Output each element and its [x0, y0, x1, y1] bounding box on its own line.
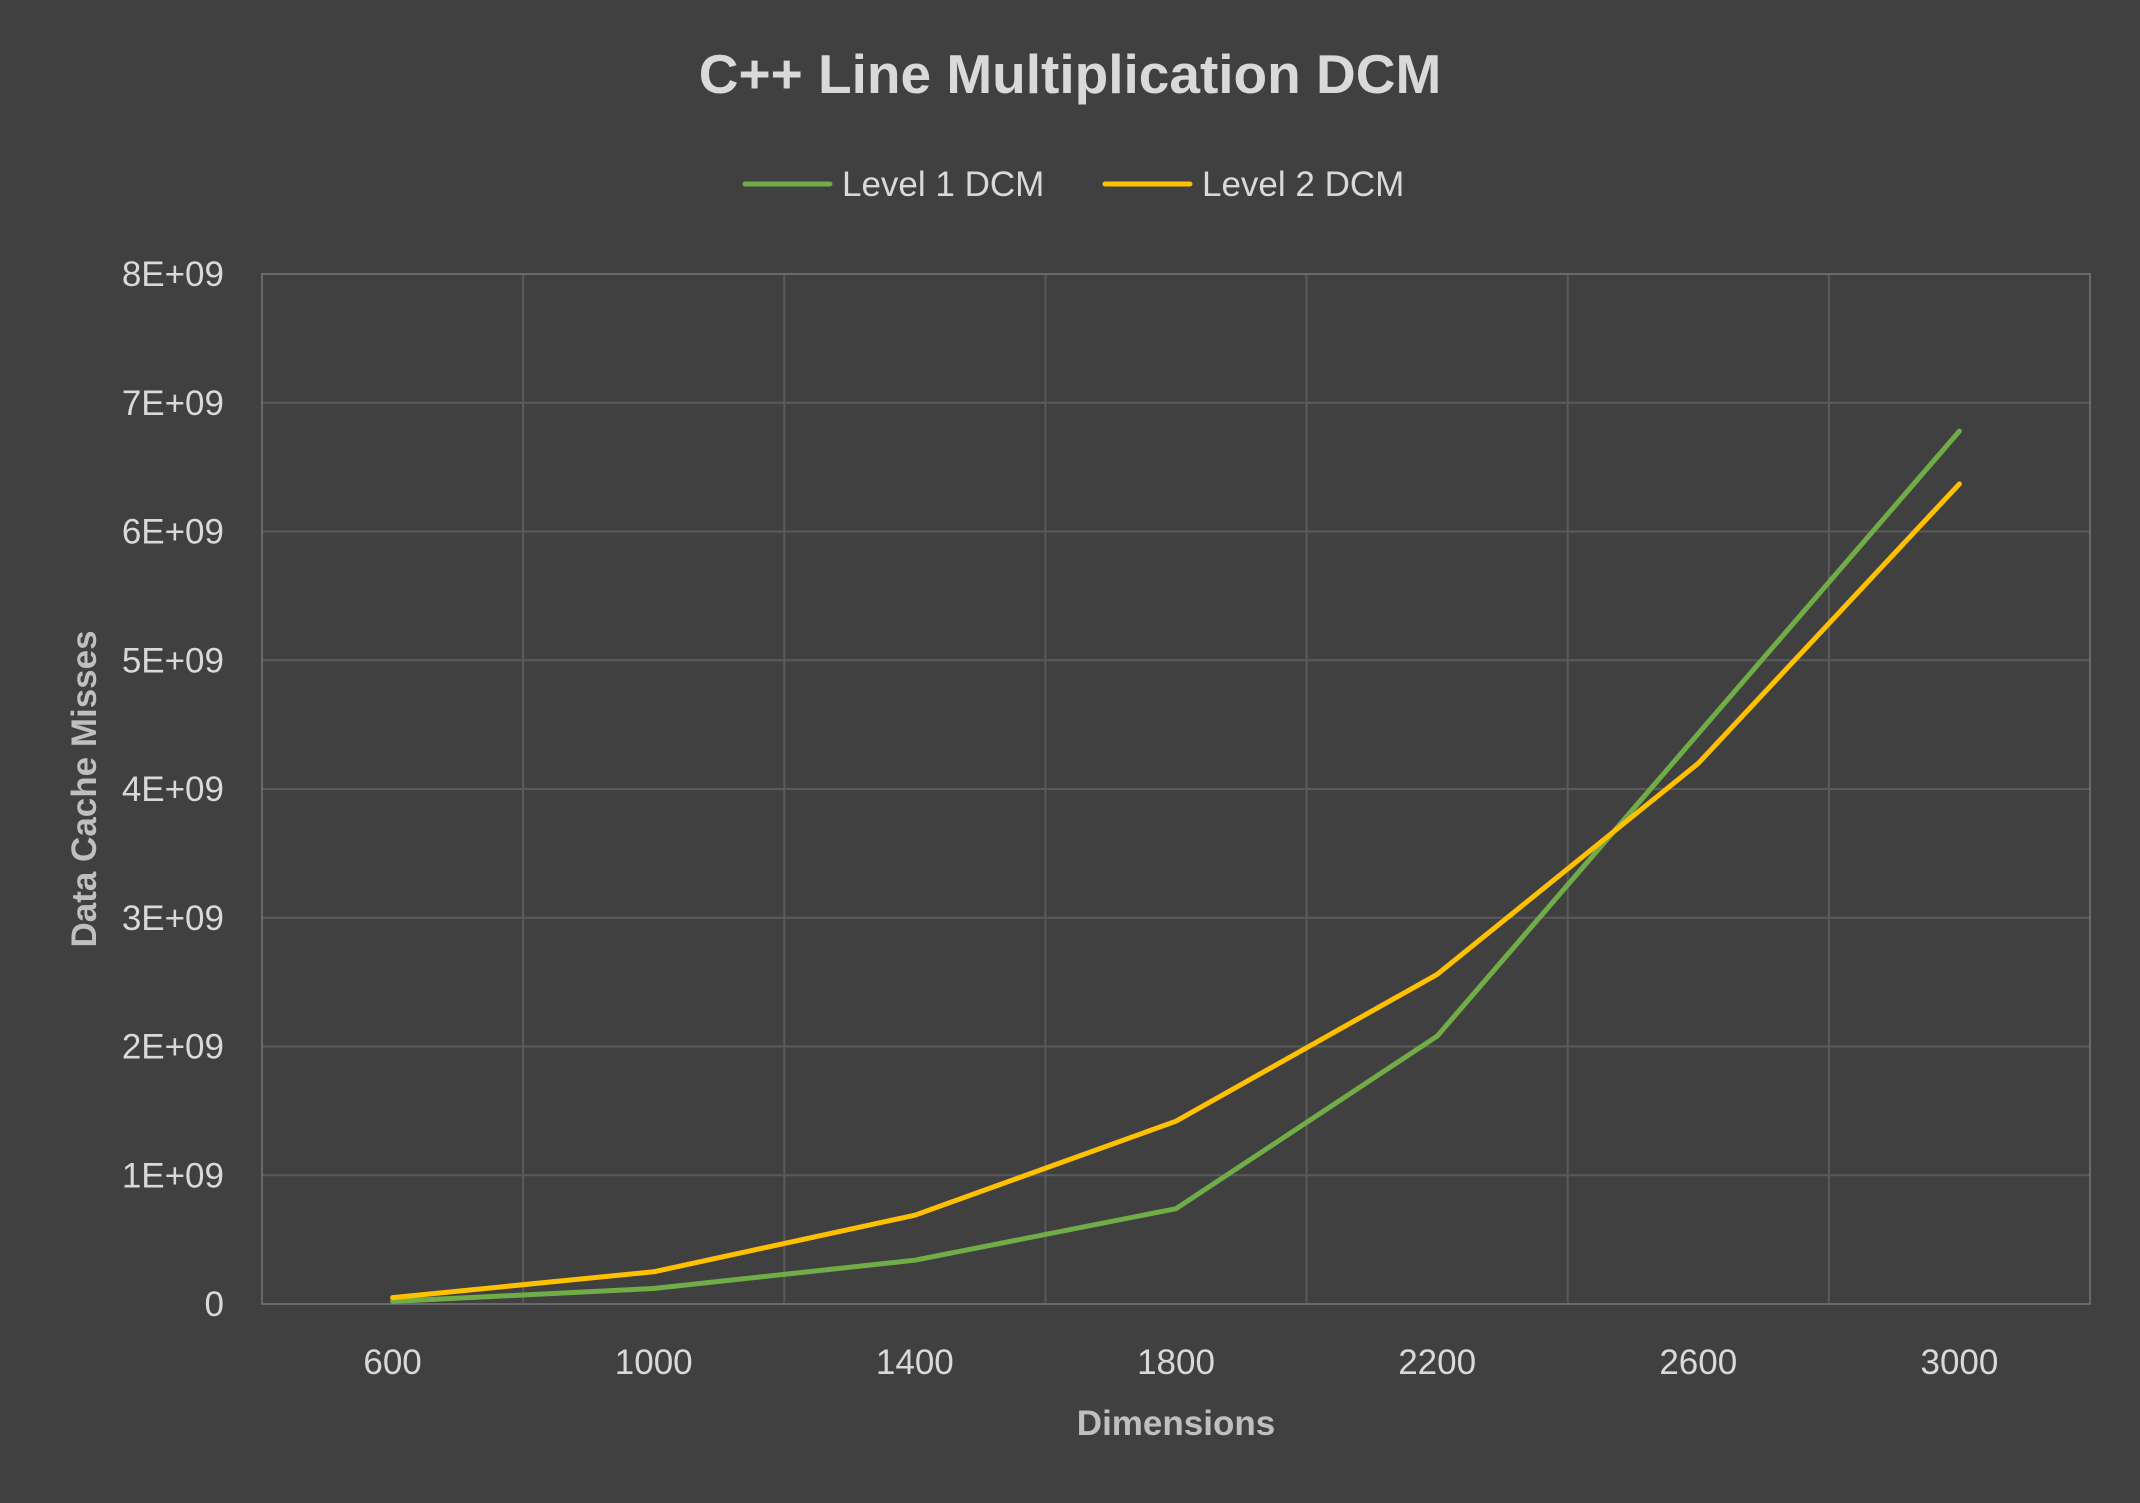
y-axis-tick-labels: 0 1E+09 2E+09 3E+09 4E+09 5E+09 6E+09 7E+09 8E+0… [122, 255, 224, 1324]
x-tick-label: 1400 [876, 1343, 954, 1382]
x-tick-label: 3000 [1920, 1343, 1998, 1382]
legend-label: Level 2 DCM [1202, 165, 1404, 204]
y-tick-label: 5E+09 [122, 641, 224, 680]
y-tick-label: 1E+09 [122, 1156, 224, 1195]
chart-title: C++ Line Multiplication DCM [699, 43, 1442, 105]
y-tick-label: 3E+09 [122, 899, 224, 938]
y-tick-label: 2E+09 [122, 1028, 224, 1067]
plot-area-border [261, 273, 2091, 1305]
x-axis-tick-labels: 600 1000 1400 1800 2200 2600 3000 [363, 1343, 1998, 1382]
y-tick-label: 0 [205, 1285, 224, 1324]
legend-label: Level 1 DCM [842, 165, 1044, 204]
x-tick-label: 1000 [615, 1343, 693, 1382]
gridlines [262, 273, 2090, 1305]
legend-item: Level 2 DCM [1102, 165, 1404, 204]
y-tick-label: 4E+09 [122, 770, 224, 809]
x-tick-label: 2200 [1398, 1343, 1476, 1382]
legend: Level 1 DCM Level 2 DCM [742, 165, 1404, 204]
x-axis-label: Dimensions [1077, 1404, 1275, 1443]
x-tick-label: 2600 [1659, 1343, 1737, 1382]
y-axis-label: Data Cache Misses [65, 630, 104, 947]
y-tick-label: 6E+09 [122, 513, 224, 552]
legend-item: Level 1 DCM [742, 165, 1044, 204]
series-lines [390, 428, 1962, 1304]
y-tick-label: 8E+09 [122, 255, 224, 294]
series-line-level-2-dcm [390, 481, 1962, 1301]
x-tick-label: 600 [363, 1343, 421, 1382]
y-tick-label: 7E+09 [122, 384, 224, 423]
x-tick-label: 1800 [1137, 1343, 1215, 1382]
series-line-level-1-dcm [390, 428, 1962, 1304]
